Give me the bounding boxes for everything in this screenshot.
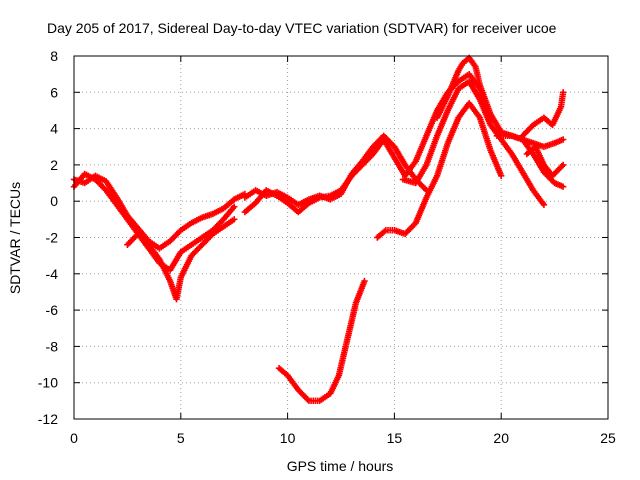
data-point [559,183,567,190]
data-point [559,161,567,169]
y-tick-label: 4 [50,121,58,137]
x-tick-label: 0 [70,430,78,446]
y-tick-label: -6 [46,302,59,318]
data-points-layer [70,54,567,405]
series-track-f [275,277,368,405]
series-track-b [70,170,238,274]
data-point [361,277,368,285]
series-track-l [523,143,567,179]
y-tick-label: -2 [46,230,59,246]
x-tick-label: 15 [387,430,403,446]
series-track-e [241,70,494,216]
y-tick-label: -10 [38,375,58,391]
x-tick-label: 5 [177,430,185,446]
data-point [559,136,567,143]
tick-layer: 0 5 10 15 20 25 -12 -10 -8 -6 -4 -2 0 2 4 6 8 [38,48,616,446]
data-point [498,172,505,179]
data-point [231,216,238,223]
chart-title: Day 205 of 2017, Sidereal Day-to-day VTE… [47,20,557,36]
series-track-g [374,99,505,241]
y-axis-label: SDTVAR / TECUs [7,182,23,294]
data-point [559,89,567,96]
series-track-c [124,216,238,303]
y-tick-label: 6 [50,84,58,100]
x-axis-label: GPS time / hours [287,458,394,474]
x-tick-label: 25 [600,430,616,446]
x-tick-label: 20 [493,430,509,446]
data-point [231,203,238,210]
data-point [540,201,548,209]
y-tick-label: 0 [50,193,58,209]
y-tick-label: -4 [46,266,59,282]
series-track-k [519,89,567,140]
y-tick-label: -8 [46,338,59,354]
y-tick-label: 8 [50,48,58,64]
x-tick-label: 10 [280,430,296,446]
grid-layer [74,56,608,419]
y-tick-label: -12 [38,411,58,427]
y-tick-label: 2 [50,157,58,173]
series-track-h [399,78,548,209]
